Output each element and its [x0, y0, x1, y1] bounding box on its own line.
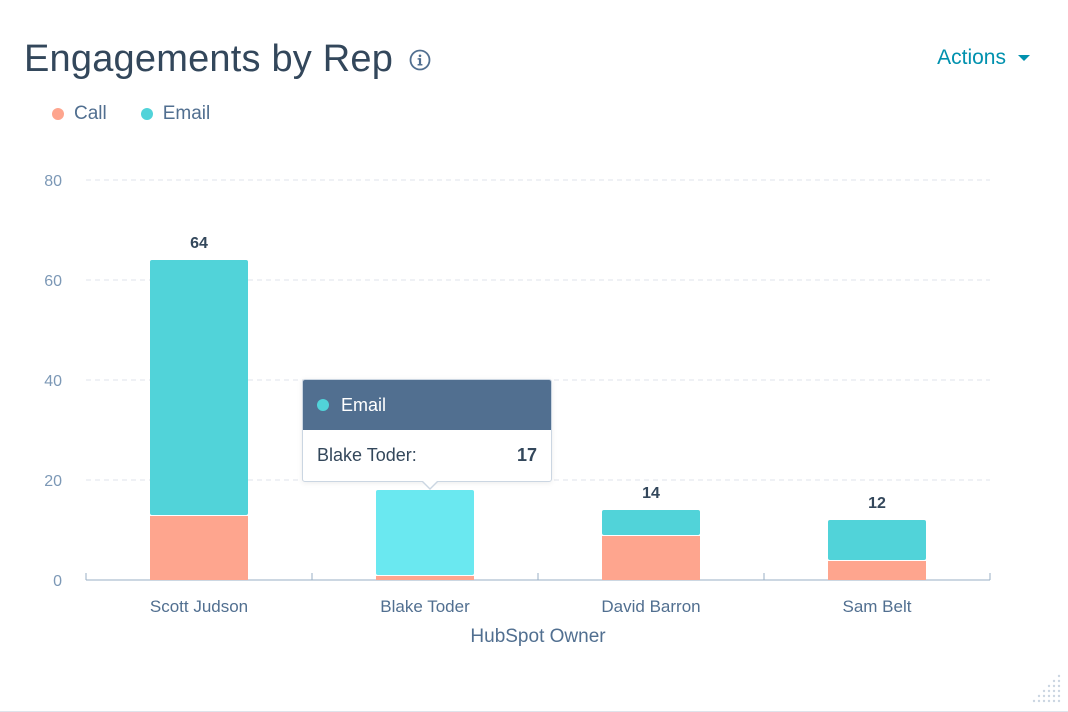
info-icon[interactable]: [409, 49, 431, 71]
bar-total-label: 64: [190, 235, 208, 252]
bar-segment-call[interactable]: [828, 560, 926, 580]
x-axis-title: HubSpot Owner: [470, 626, 606, 647]
y-tick-label: 20: [44, 473, 62, 490]
bar-segment-email[interactable]: [828, 520, 926, 560]
tooltip-arrow-inner: [422, 480, 438, 488]
report-title-text: Engagements by Rep: [24, 38, 394, 80]
y-tick-label: 60: [44, 273, 62, 290]
tooltip-body: Blake Toder: 17: [303, 430, 551, 480]
legend-dot-email: [140, 108, 153, 120]
x-category-label: David Barron: [601, 597, 700, 616]
y-tick-label: 40: [44, 373, 62, 390]
bar-segment-call[interactable]: [376, 575, 474, 580]
chart-tooltip: Email Blake Toder: 17: [302, 379, 552, 490]
resize-grip-icon[interactable]: [1026, 670, 1062, 706]
tooltip-series-dot: [317, 399, 329, 411]
chart-legend: Call Email: [52, 103, 210, 125]
bar-segment-call[interactable]: [150, 515, 248, 580]
tooltip-value: 17: [516, 444, 537, 465]
tooltip-category: Blake Toder:: [317, 444, 417, 465]
legend-label-email: Email: [162, 103, 211, 124]
x-category-label: Scott Judson: [150, 597, 248, 616]
bar-segment-email[interactable]: [602, 510, 700, 535]
y-tick-label: 80: [44, 173, 62, 190]
legend-label-call: Call: [74, 103, 107, 124]
tooltip-header: Email: [303, 380, 551, 430]
bar-segment-call[interactable]: [602, 535, 700, 580]
bar-total-label: 12: [868, 495, 886, 512]
y-tick-label: 0: [53, 573, 62, 590]
bar-segment-email[interactable]: [376, 490, 474, 575]
tooltip-series-name: Email: [341, 394, 387, 415]
bar-segment-email[interactable]: [150, 260, 248, 515]
legend-item-call[interactable]: Call: [52, 103, 107, 125]
report-title: Engagements by Rep: [24, 38, 431, 81]
legend-dot-call: [52, 108, 64, 120]
actions-dropdown[interactable]: Actions: [937, 46, 1030, 70]
caret-down-icon: [1018, 55, 1030, 61]
x-category-label: Sam Belt: [843, 597, 912, 616]
bar-total-label: 14: [642, 485, 660, 502]
legend-item-email[interactable]: Email: [140, 103, 211, 125]
x-category-label: Blake Toder: [380, 597, 470, 616]
actions-label: Actions: [937, 46, 1006, 69]
